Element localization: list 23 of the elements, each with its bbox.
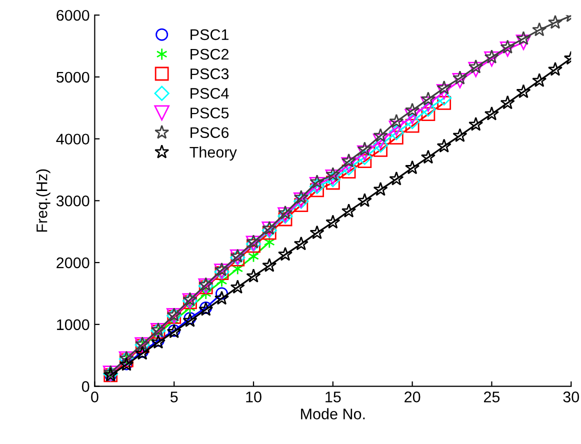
legend-label: PSC1 — [190, 29, 229, 40]
y-axis-title: Freq.(Hz) — [36, 169, 50, 232]
y-tick-label: 2000 — [56, 257, 90, 268]
y-tick-label: 3000 — [56, 196, 90, 206]
legend-label: PSC5 — [190, 108, 229, 118]
x-tick-label: 0 — [91, 392, 98, 402]
legend-label: PSC2 — [190, 48, 228, 60]
y-tick-label: 4000 — [56, 134, 90, 145]
y-tick-label: 5000 — [56, 72, 90, 83]
legend-label: PSC6 — [190, 127, 229, 138]
y-tick-label: 6000 — [56, 10, 90, 21]
legend-label: PSC3 — [190, 68, 229, 80]
x-tick-label: 5 — [170, 392, 178, 402]
x-tick-label: 15 — [326, 392, 341, 402]
x-tick-label: 30 — [563, 392, 580, 402]
x-axis-title: Mode No. — [301, 408, 365, 420]
legend-label: Theory — [190, 146, 237, 161]
legend-label: PSC4 — [190, 88, 229, 99]
x-tick-label: 10 — [246, 392, 262, 402]
y-tick-label: 1000 — [57, 319, 90, 330]
x-tick-label: 25 — [484, 392, 500, 402]
y-tick-label: 0 — [82, 381, 90, 392]
x-tick-label: 20 — [404, 392, 420, 402]
